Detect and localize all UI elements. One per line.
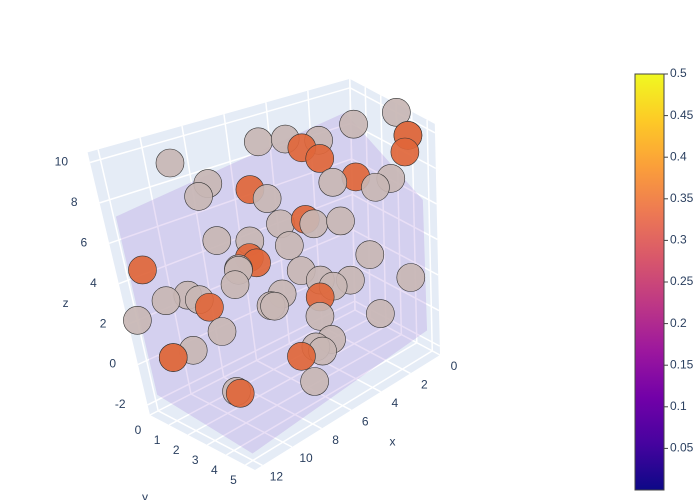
marker — [339, 109, 368, 139]
y-tick-label: 5 — [230, 473, 237, 487]
x-tick-label: 0 — [451, 359, 458, 373]
colorbar-tick-label: 0.05 — [670, 441, 694, 455]
marker — [244, 127, 273, 157]
y-tick-label: 4 — [211, 463, 218, 477]
z-tick-label: 4 — [90, 276, 97, 290]
marker — [128, 255, 157, 285]
y-tick-label: 0 — [135, 423, 142, 437]
z-axis-title: z — [63, 296, 69, 310]
colorbar-tick-label: 0.4 — [670, 149, 687, 163]
grid-line — [245, 350, 433, 466]
marker — [260, 291, 289, 321]
marker — [366, 299, 395, 328]
colorbar-tick-label: 0.45 — [670, 108, 694, 122]
marker — [151, 286, 181, 316]
marker — [318, 168, 348, 197]
grid-line — [190, 393, 293, 448]
grid-line — [352, 193, 438, 241]
x-axis-title: x — [390, 435, 396, 449]
x-tick-label: 8 — [332, 433, 339, 447]
x-tick-label: 6 — [362, 414, 369, 428]
colorbar-tick-label: 0.2 — [670, 316, 687, 330]
colorbar-tick-label: 0.1 — [670, 399, 687, 413]
grid-line — [352, 229, 439, 276]
marker — [361, 172, 390, 202]
grid-line — [157, 410, 263, 467]
grid-line — [353, 264, 440, 312]
z-tick-label: 10 — [55, 155, 69, 169]
marker — [155, 148, 185, 178]
marker — [382, 98, 411, 127]
z-tick-label: 6 — [81, 235, 88, 249]
z-tick-label: 2 — [100, 316, 107, 330]
y-tick-label: 1 — [154, 433, 161, 447]
grid-line — [187, 325, 387, 436]
marker — [220, 270, 250, 299]
x-tick-label: 12 — [270, 470, 284, 484]
colorbar-gradient — [634, 73, 665, 491]
x-tick-label: 10 — [299, 451, 313, 465]
marker — [326, 206, 355, 236]
marker — [123, 306, 152, 335]
z-tick-label: -2 — [115, 397, 126, 411]
z-tick-label: 8 — [71, 195, 78, 209]
marker — [195, 292, 224, 322]
colorbar-tick-label: 0.35 — [670, 191, 694, 205]
marker — [252, 184, 282, 213]
marker — [275, 231, 304, 260]
grid-line — [89, 87, 351, 164]
marker — [299, 209, 329, 239]
grid-line — [108, 158, 352, 245]
marker — [300, 367, 329, 396]
y-tick-label: 3 — [192, 453, 199, 467]
colorbar-tick-label: 0.25 — [670, 274, 694, 288]
x-tick-label: 2 — [421, 378, 428, 392]
colorbar: 0.05 0.1 0.15 0.2 0.25 0.3 0.35 0.4 0.45 0.5 — [634, 66, 694, 491]
colorbar-tick-label: 0.5 — [670, 66, 687, 80]
grid-line — [225, 342, 418, 456]
marker — [390, 137, 420, 167]
marker — [225, 379, 255, 408]
colorbar-tick-label: 0.15 — [670, 357, 694, 371]
x-tick-label: 4 — [391, 396, 398, 410]
marker — [305, 144, 335, 173]
colorbar-tick-label: 0.3 — [670, 233, 687, 247]
y-axis-title: y — [142, 490, 148, 500]
marker — [287, 341, 316, 371]
marker — [396, 263, 426, 292]
marker — [207, 317, 237, 346]
marker — [305, 301, 335, 331]
marker — [355, 240, 385, 269]
z-tick-label: 0 — [109, 357, 116, 371]
y-tick-label: 2 — [173, 443, 180, 457]
marker — [202, 226, 232, 255]
marker — [158, 343, 188, 372]
marker — [184, 182, 213, 211]
